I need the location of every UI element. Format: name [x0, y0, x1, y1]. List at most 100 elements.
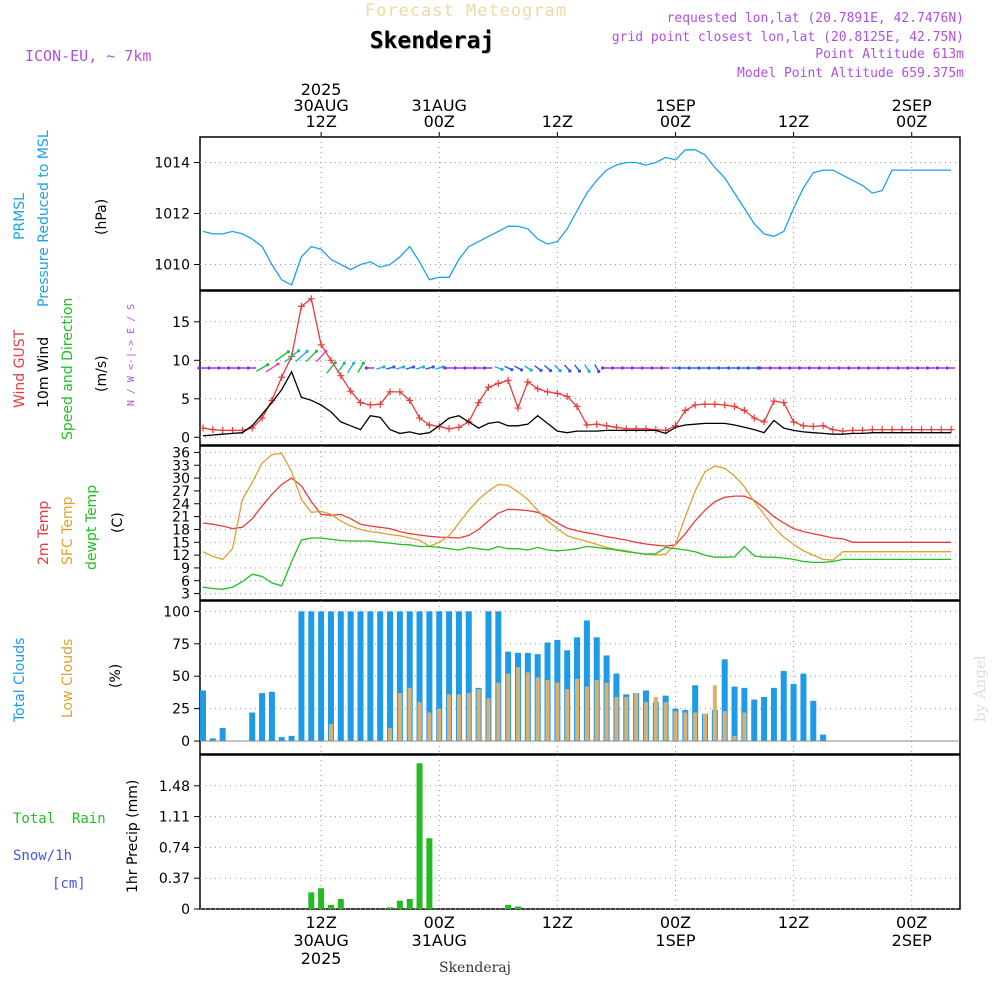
wind-direction-arrow — [336, 362, 345, 374]
wind-arrow-head — [827, 366, 831, 370]
wind-arrow-head — [677, 366, 682, 370]
wind-direction-arrow — [265, 363, 279, 373]
wind-arrow-head — [650, 366, 654, 370]
gust-marker — [868, 426, 876, 434]
wind-arrow-head — [539, 368, 543, 372]
y-tick-label: 10 — [172, 353, 190, 369]
low-cloud-bar — [506, 673, 511, 742]
prmsl-label: PRMSL — [12, 193, 28, 240]
gust-marker — [652, 426, 660, 434]
wind-arrow-head — [697, 366, 701, 370]
dewpoint-line — [202, 537, 952, 590]
rain-bar — [505, 904, 512, 909]
wind-arrow-head — [837, 366, 841, 370]
low-cloud-bar — [643, 702, 648, 742]
top-time-label: 12Z — [305, 112, 336, 131]
total-cloud-bar — [278, 737, 285, 742]
gust-marker — [927, 426, 935, 434]
wind-arrow-head — [587, 369, 591, 373]
gust-marker — [455, 423, 463, 431]
gust-marker — [603, 422, 611, 430]
precip-unit: 1hr Precip (mm) — [125, 780, 141, 893]
wind-arrow-head — [510, 368, 514, 372]
wind-arrow-head — [807, 366, 811, 370]
total-cloud-bar — [770, 687, 777, 742]
low-cloud-bar — [663, 702, 668, 742]
low-cloud-bar — [624, 696, 629, 742]
gust-marker — [888, 426, 896, 434]
total-cloud-label: Total Clouds — [12, 638, 28, 723]
wind-arrow-head — [788, 366, 792, 370]
panel-4: 0 0.37 0.74 1.11 1.48 — [159, 754, 961, 918]
gust-marker — [366, 401, 374, 409]
total-cloud-bar — [465, 611, 472, 742]
low-cloud-bar — [545, 680, 550, 742]
low-cloud-bar — [427, 712, 432, 742]
total-cloud-bar — [731, 686, 738, 742]
y-tick-label: 9 — [181, 561, 190, 577]
gridpoint-coords: grid point closest lon,lat (20.8125E, 42… — [612, 30, 964, 45]
wind-arrow-head — [746, 366, 750, 370]
total-cloud-bar — [406, 611, 413, 742]
wind-arrow-head — [915, 366, 920, 370]
wind-arrow-head — [500, 367, 504, 371]
wind-arrow-head — [453, 366, 457, 370]
total-cloud-bar — [327, 611, 334, 742]
total-cloud-bar — [367, 611, 374, 742]
gust-marker — [632, 425, 640, 433]
low-cloud-bar — [604, 682, 609, 742]
temp2m-label: 2m Temp — [36, 501, 52, 565]
bottom-time-label: 2025 — [301, 949, 342, 968]
wind-arrow-head — [392, 365, 396, 369]
wind-arrow-head — [207, 366, 211, 370]
wind-direction-arrow — [256, 364, 269, 372]
wind-arrow-head — [236, 366, 240, 370]
total-cloud-bar — [259, 693, 266, 742]
total-cloud-bar — [780, 671, 787, 742]
gust-marker — [819, 422, 827, 430]
wind-direction-arrow — [274, 351, 289, 362]
gust-marker — [740, 406, 748, 414]
low-cloud-bar — [328, 724, 333, 742]
low-cloud-bar — [565, 689, 570, 742]
low-cloud-bar — [486, 698, 491, 742]
gust-marker — [622, 425, 630, 433]
wind-arrow-head — [758, 366, 762, 370]
sfctemp-label: SFC Temp — [60, 496, 76, 565]
low-cloud-bar — [456, 694, 461, 742]
gust-marker — [799, 422, 807, 430]
temp-2m-line — [202, 477, 952, 547]
gust-line — [202, 297, 952, 432]
top-time-label: 00Z — [660, 112, 691, 131]
gust-marker — [484, 383, 492, 391]
total-cloud-bar — [219, 728, 226, 742]
low-cloud-bar — [515, 667, 520, 742]
low-cloud-bar — [683, 712, 688, 742]
wind-arrow-head — [197, 366, 201, 370]
low-cloud-bar — [417, 702, 422, 742]
low-cloud-bar — [712, 685, 717, 742]
gust-marker — [839, 427, 847, 435]
total-cloud-bar — [416, 611, 423, 742]
total-cloud-bar — [810, 700, 817, 742]
gust-marker — [317, 341, 325, 349]
gust-marker — [918, 426, 926, 434]
total-cloud-bar — [436, 611, 443, 742]
low-cloud-bar — [466, 693, 471, 742]
rain-bar — [387, 907, 394, 909]
total-cloud-bar — [455, 611, 462, 742]
low-cloud-bar — [447, 694, 452, 742]
low-cloud-bar — [703, 713, 708, 742]
model-point-altitude: Model Point Altitude 659.375m — [737, 66, 964, 81]
chart-panels: 1010101210140510153691215182124273033360… — [154, 136, 961, 918]
y-tick-label: 1.11 — [159, 810, 190, 826]
wind-arrow-head — [314, 349, 319, 353]
bottom-time-label: 12Z — [778, 913, 809, 932]
wind-arrow-head — [568, 369, 572, 373]
wind-arrow-head — [577, 369, 582, 373]
wind-arrow-head — [352, 361, 356, 365]
y-tick-label: 15 — [172, 535, 190, 551]
gust-marker — [514, 404, 522, 412]
wind-arrow-head — [342, 361, 346, 365]
